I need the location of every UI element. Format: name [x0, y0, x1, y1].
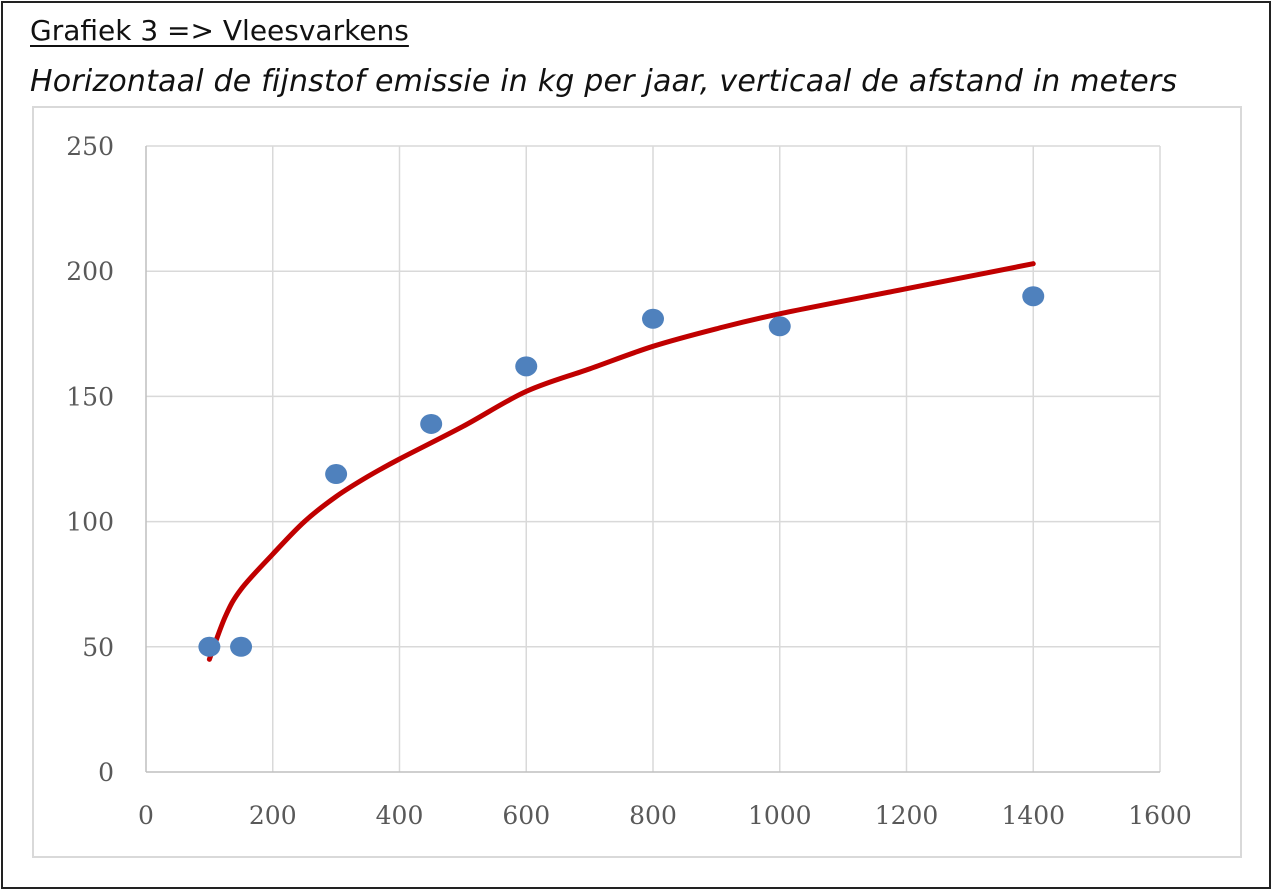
data-point [515, 356, 538, 377]
y-tick-label: 50 [82, 633, 114, 662]
y-tick-label: 0 [98, 758, 114, 787]
x-tick-label: 400 [376, 801, 424, 830]
x-tick-label: 1400 [1001, 801, 1065, 830]
y-axis-tick-labels: 0 50 100 150 200 250 [66, 132, 114, 787]
data-point [420, 413, 443, 434]
data-point [230, 636, 253, 657]
x-axis-tick-labels: 0 200 400 600 800 1000 1200 1400 1600 [138, 801, 1192, 830]
x-tick-label: 1000 [748, 801, 812, 830]
chart-subtitle: Horizontaal de fijnstof emissie in kg pe… [30, 64, 1178, 99]
axes [145, 146, 1160, 773]
data-point [1022, 286, 1045, 307]
data-point [198, 636, 221, 657]
x-tick-label: 1200 [875, 801, 939, 830]
x-tick-label: 1600 [1128, 801, 1192, 830]
data-point [642, 308, 664, 329]
trendline [206, 261, 1036, 662]
gridlines [146, 145, 1161, 772]
data-point [768, 316, 791, 337]
data-point-series [198, 286, 1045, 657]
chart-area [32, 106, 1242, 858]
x-tick-label: 600 [502, 801, 550, 830]
x-tick-label: 0 [138, 801, 154, 830]
y-tick-label: 100 [66, 508, 114, 537]
x-tick-label: 200 [249, 801, 297, 830]
y-tick-label: 200 [66, 257, 114, 286]
x-tick-label: 800 [629, 801, 677, 830]
data-point [325, 464, 348, 485]
trendline-series [206, 261, 1036, 662]
page-title: Grafiek 3 => Vleesvarkens [30, 14, 409, 47]
y-tick-label: 250 [66, 132, 114, 161]
y-tick-label: 150 [66, 382, 114, 411]
